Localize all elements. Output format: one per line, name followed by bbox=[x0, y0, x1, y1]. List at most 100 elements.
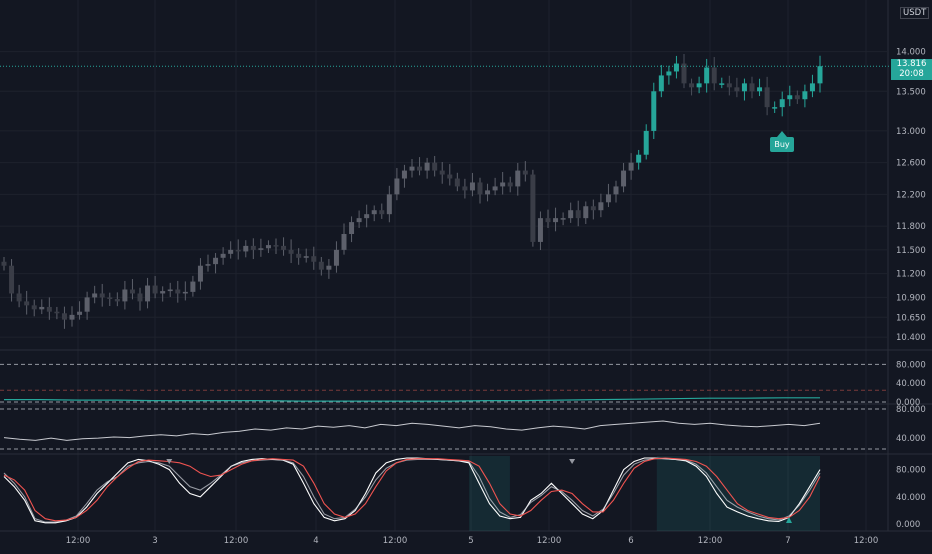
candle-body bbox=[77, 311, 83, 315]
x-tick-label: 12:00 bbox=[537, 536, 562, 546]
candle-body bbox=[658, 75, 664, 92]
candle-body bbox=[129, 289, 135, 294]
candle-body bbox=[152, 285, 158, 294]
candle-body bbox=[84, 297, 90, 312]
candle-body bbox=[492, 186, 498, 191]
pane3-series-line bbox=[3, 458, 821, 523]
x-tick-label: 3 bbox=[152, 536, 157, 546]
candle-body bbox=[749, 83, 755, 92]
candle-body bbox=[439, 170, 445, 175]
candle-body bbox=[764, 87, 770, 108]
candle-body bbox=[575, 210, 581, 219]
x-tick-label: 12:00 bbox=[854, 536, 879, 546]
candle-body bbox=[356, 218, 362, 223]
price-tick-label: 10.900 bbox=[896, 293, 926, 303]
candle-body bbox=[500, 182, 506, 187]
buy-signal-pointer bbox=[777, 131, 787, 137]
price-tick-label: 11.800 bbox=[896, 222, 926, 232]
candle-body bbox=[9, 265, 15, 294]
candle-body bbox=[281, 245, 287, 250]
candle-body bbox=[99, 293, 105, 298]
candle-body bbox=[809, 83, 815, 92]
shaded-zone bbox=[656, 456, 820, 531]
candle-body bbox=[54, 311, 60, 314]
candle-body bbox=[386, 194, 392, 215]
candle-body bbox=[228, 249, 234, 254]
candle-body bbox=[545, 218, 551, 223]
candle-body bbox=[643, 130, 649, 155]
pane3-series-line bbox=[3, 457, 821, 524]
candle-body bbox=[477, 182, 483, 195]
x-tick-label: 12:00 bbox=[383, 536, 408, 546]
down-signal-marker bbox=[166, 459, 173, 464]
candle-body bbox=[681, 63, 687, 84]
x-tick-label: 5 bbox=[468, 536, 473, 546]
candle-body bbox=[515, 170, 521, 187]
candle-body bbox=[613, 186, 619, 195]
candle-body bbox=[696, 83, 702, 88]
candle-body bbox=[364, 214, 370, 219]
pane2-tick-label: 40.000 bbox=[896, 434, 926, 444]
candle-body bbox=[213, 257, 219, 265]
indicator-pane-1 bbox=[0, 363, 888, 403]
price-tick-label: 12.600 bbox=[896, 159, 926, 169]
candle-body bbox=[704, 67, 710, 84]
x-tick-label: 12:00 bbox=[698, 536, 723, 546]
price-tick-label: 13.500 bbox=[896, 87, 926, 97]
price-tick-label: 14.000 bbox=[896, 48, 926, 58]
candle-body bbox=[726, 83, 732, 88]
candle-body bbox=[734, 87, 740, 92]
candle-body bbox=[530, 174, 536, 242]
candle-body bbox=[553, 218, 559, 223]
candle-body bbox=[394, 178, 400, 195]
countdown: 20:08 bbox=[899, 69, 924, 79]
pane2-series-line bbox=[3, 420, 821, 441]
candle-body bbox=[326, 265, 332, 270]
up-signal-marker bbox=[786, 517, 793, 523]
candle-body bbox=[39, 306, 45, 310]
indicator-pane-2 bbox=[0, 408, 888, 450]
candle-body bbox=[409, 166, 415, 171]
candle-body bbox=[175, 289, 181, 294]
candle-body bbox=[69, 314, 75, 320]
buy-signal-badge: Buy bbox=[770, 137, 794, 152]
candle-body bbox=[568, 210, 574, 219]
candle-body bbox=[454, 178, 460, 187]
candle-body bbox=[741, 83, 747, 92]
candle-body bbox=[537, 218, 543, 242]
candle-body bbox=[772, 107, 778, 109]
candle-body bbox=[424, 162, 430, 171]
candle-body bbox=[522, 170, 528, 175]
price-tick-label: 11.500 bbox=[896, 246, 926, 256]
candle-body bbox=[333, 249, 339, 266]
candle-body bbox=[311, 256, 317, 262]
candle-body bbox=[598, 202, 604, 211]
shaded-zone bbox=[469, 456, 510, 531]
candle-body bbox=[507, 182, 513, 187]
candle-body bbox=[220, 253, 226, 258]
x-tick-label: 12:00 bbox=[224, 536, 249, 546]
pane3-tick-label: 0.000 bbox=[896, 520, 920, 530]
currency-label: USDT bbox=[900, 7, 930, 19]
candle-body bbox=[235, 249, 241, 252]
candle-body bbox=[145, 285, 151, 302]
candle-body bbox=[794, 95, 800, 100]
candle-body bbox=[258, 248, 264, 250]
candle-body bbox=[167, 289, 173, 292]
candle-body bbox=[651, 91, 657, 131]
candle-body bbox=[417, 166, 423, 171]
pane3-tick-label: 40.000 bbox=[896, 493, 926, 503]
candle-body bbox=[432, 162, 438, 171]
candle-body bbox=[107, 297, 113, 300]
candle-body bbox=[583, 206, 589, 219]
candle-body bbox=[719, 83, 725, 85]
candle-body bbox=[401, 170, 407, 179]
candle-body bbox=[636, 154, 642, 163]
candle-body bbox=[160, 291, 166, 294]
candle-body bbox=[666, 71, 672, 76]
pane3-tick-label: 80.000 bbox=[896, 466, 926, 476]
last-price-value: 13.816 bbox=[896, 59, 927, 69]
candle-body bbox=[560, 218, 566, 220]
candle-body bbox=[16, 293, 22, 302]
